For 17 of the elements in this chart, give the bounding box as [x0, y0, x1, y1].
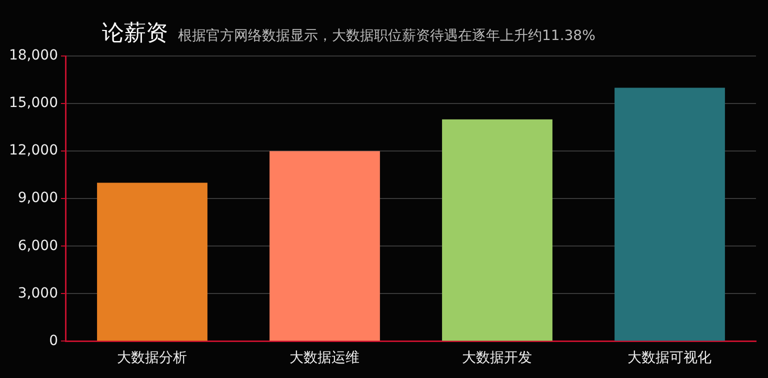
y-tick-label: 0 — [49, 332, 58, 349]
y-tick-label: 6,000 — [18, 238, 58, 254]
bar — [614, 88, 725, 341]
bar — [442, 119, 552, 341]
bar — [270, 151, 380, 341]
y-tick-label: 15,000 — [8, 95, 58, 112]
chart-subtitle: 根据官方网络数据显示，大数据职位薪资待遇在逐年上升约11.38% — [178, 28, 596, 44]
x-tick-label: 大数据开发 — [462, 350, 532, 366]
x-tick-label: 大数据分析 — [117, 350, 188, 366]
x-tick-label: 大数据运维 — [290, 350, 360, 366]
bar — [97, 182, 208, 341]
y-tick-label: 3,000 — [18, 285, 58, 302]
y-tick-label: 9,000 — [18, 190, 58, 206]
y-tick-label: 18,000 — [8, 48, 58, 64]
y-tick-label: 12,000 — [8, 142, 58, 159]
x-tick-label: 大数据可视化 — [628, 350, 712, 366]
chart-title: 论薪资 — [102, 21, 168, 46]
